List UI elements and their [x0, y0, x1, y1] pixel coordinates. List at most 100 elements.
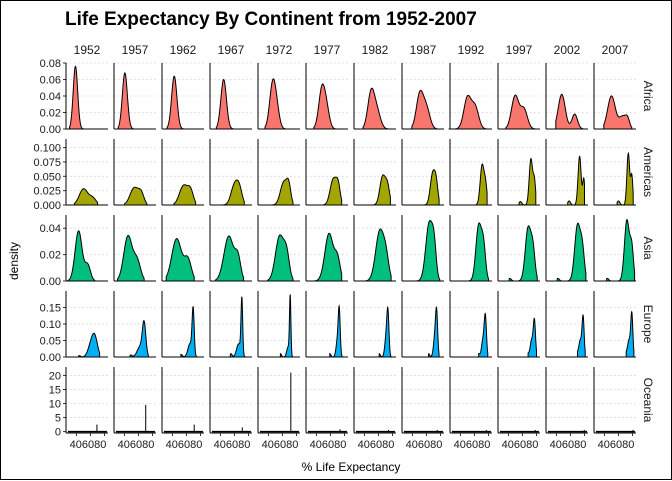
density-area — [421, 169, 440, 206]
density-area — [518, 157, 537, 206]
strip-label-year: 1997 — [506, 43, 533, 57]
density-area — [310, 232, 343, 282]
density-area — [567, 155, 585, 206]
strip-label-year: 1962 — [170, 43, 197, 57]
density-area — [412, 219, 441, 282]
strip-label-year: 1967 — [218, 43, 245, 57]
density-area — [165, 238, 195, 282]
density-area — [67, 230, 96, 282]
strip-label-year: 1952 — [74, 43, 101, 57]
density-area — [129, 319, 149, 358]
strip-label-continent: Oceania — [641, 378, 655, 423]
density-area — [215, 235, 245, 282]
y-tick-label: 0.00 — [40, 124, 61, 136]
y-tick-label: 15 — [49, 384, 61, 396]
strip-label-year: 1957 — [122, 43, 149, 57]
density-area — [362, 87, 391, 130]
density-area — [555, 93, 584, 130]
density-area — [428, 306, 440, 358]
density-area — [69, 65, 86, 130]
x-tick-label: 406080 — [550, 439, 587, 451]
density-area — [378, 305, 392, 358]
strip-label-year: 2002 — [554, 43, 581, 57]
density-area — [73, 188, 98, 206]
x-tick-label: 406080 — [598, 439, 635, 451]
y-tick-label: 0.050 — [33, 171, 61, 183]
y-tick-label: 0.075 — [33, 157, 61, 169]
density-area — [527, 317, 537, 358]
density-area — [117, 72, 138, 130]
density-area — [267, 234, 294, 282]
strip-label-year: 1987 — [410, 43, 437, 57]
density-area — [264, 78, 290, 130]
y-tick-label: 0.05 — [40, 336, 61, 348]
density-area — [616, 152, 634, 206]
strip-label-year: 2007 — [602, 43, 629, 57]
y-tick-label: 5 — [55, 413, 61, 425]
density-area — [279, 294, 295, 358]
density-area — [577, 314, 586, 358]
x-tick-label: 406080 — [454, 439, 491, 451]
chart-title: Life Expectancy By Continent from 1952-2… — [65, 9, 477, 30]
density-area — [603, 95, 633, 130]
density-area — [222, 179, 245, 206]
facet-panels: 1952 1957 1962 1967 1972 1977 1982 1987 1992 1997… — [33, 43, 655, 451]
y-tick-label: 0.02 — [40, 250, 61, 262]
y-tick-label: 0.000 — [33, 200, 61, 212]
y-tick-label: 0.100 — [33, 143, 61, 155]
density-area — [313, 83, 341, 130]
density-area — [363, 228, 392, 282]
y-tick-label: 0.00 — [40, 352, 61, 364]
strip-label-continent: Asia — [641, 236, 655, 260]
y-tick-label: 0.10 — [40, 319, 61, 331]
strip-label-continent: Americas — [641, 147, 655, 197]
strip-label-year: 1992 — [458, 43, 485, 57]
density-area — [329, 304, 344, 358]
strip-label-continent: Europe — [641, 305, 655, 344]
density-area — [505, 94, 536, 130]
density-area — [124, 186, 148, 206]
density-area — [117, 234, 145, 282]
density-area — [215, 78, 240, 130]
y-tick-label: 0.04 — [40, 223, 61, 235]
y-tick-label: 0.06 — [40, 75, 61, 87]
density-area — [625, 310, 635, 358]
y-tick-label: 0.04 — [40, 91, 61, 103]
x-tick-label: 406080 — [262, 439, 299, 451]
x-tick-label: 406080 — [118, 439, 155, 451]
density-area — [508, 225, 538, 282]
strip-label-continent: Africa — [641, 81, 655, 112]
density-area — [471, 163, 488, 206]
y-tick-label: 10 — [49, 399, 61, 411]
y-tick-label: 0.00 — [40, 276, 61, 288]
x-tick-label: 406080 — [502, 439, 539, 451]
density-area — [180, 306, 198, 358]
y-tick-label: 0.15 — [40, 303, 61, 315]
density-area — [556, 222, 587, 282]
y-tick-label: 20 — [49, 370, 61, 382]
y-tick-label: 0 — [55, 427, 61, 439]
density-area — [173, 184, 197, 206]
density-area — [371, 174, 391, 206]
density-area — [478, 312, 489, 358]
density-area — [461, 222, 489, 282]
density-area — [606, 218, 636, 282]
y-tick-label: 0.02 — [40, 108, 61, 120]
x-tick-label: 406080 — [406, 439, 443, 451]
x-tick-label: 406080 — [358, 439, 395, 451]
density-area — [322, 176, 343, 206]
x-tick-label: 406080 — [70, 439, 107, 451]
density-area — [229, 296, 247, 358]
strip-label-year: 1982 — [362, 43, 389, 57]
density-area — [78, 332, 101, 358]
density-area — [271, 177, 294, 206]
x-tick-label: 406080 — [310, 439, 347, 451]
y-tick-label: 0.08 — [40, 58, 61, 70]
strip-label-year: 1972 — [266, 43, 293, 57]
x-axis-title: % Life Expectancy — [302, 460, 401, 474]
y-axis-title: density — [7, 242, 21, 280]
x-tick-label: 406080 — [214, 439, 251, 451]
density-area — [411, 89, 439, 130]
